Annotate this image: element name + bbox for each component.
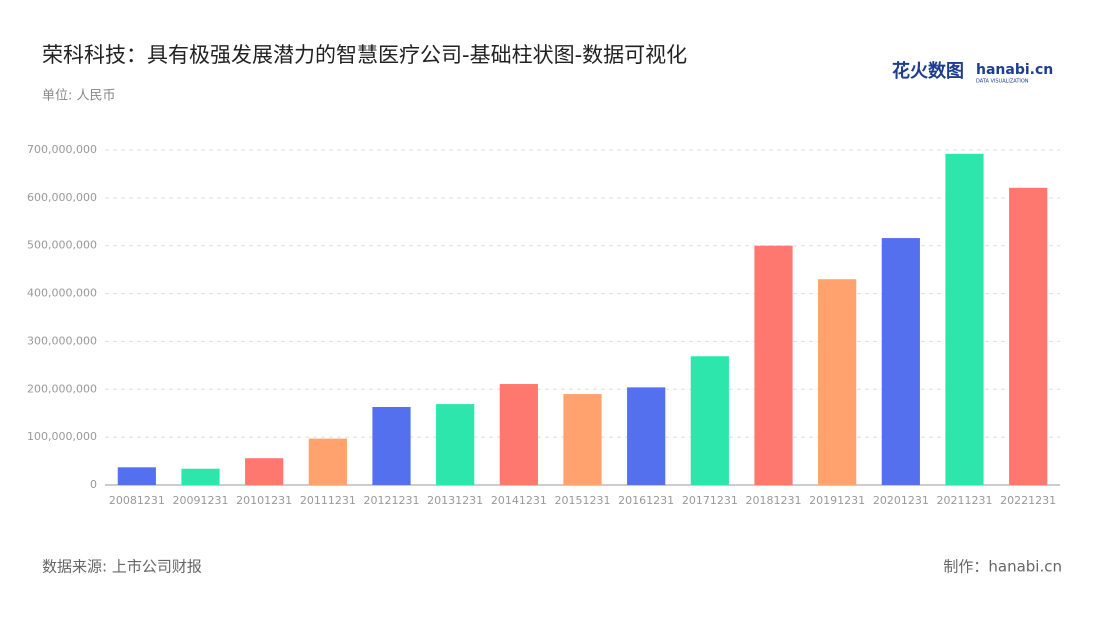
y-tick-label: 500,000,000 [27, 239, 97, 252]
chart-title: 荣科科技：具有极强发展潜力的智慧医疗公司-基础柱状图-数据可视化 [42, 43, 687, 67]
logo-text: 花火数图 [892, 60, 964, 82]
bar [754, 245, 793, 485]
x-tick-label: 20181231 [746, 494, 802, 507]
x-tick-label: 20121231 [364, 494, 420, 507]
bar [1009, 187, 1048, 486]
bar [372, 406, 411, 485]
x-tick-label: 20151231 [555, 494, 611, 507]
y-tick-label: 200,000,000 [27, 382, 97, 395]
x-tick-label: 20111231 [300, 494, 356, 507]
bar [563, 394, 602, 485]
y-tick-label: 700,000,000 [27, 143, 97, 156]
x-tick-label: 20131231 [427, 494, 483, 507]
source: 数据来源: 上市公司财报 [42, 558, 202, 576]
x-tick-label: 20081231 [109, 494, 165, 507]
unit-label: 单位: 人民币 [42, 89, 116, 104]
bar [499, 384, 538, 485]
bar [945, 153, 984, 486]
y-tick-label: 400,000,000 [27, 287, 97, 300]
bar [818, 279, 857, 485]
x-tick-label: 20141231 [491, 494, 547, 507]
bar [881, 238, 920, 485]
logo-brand: hanabi.cn [976, 62, 1053, 78]
x-tick-label: 20221231 [1000, 494, 1056, 507]
x-tick-label: 20161231 [618, 494, 674, 507]
y-tick-label: 100,000,000 [27, 430, 97, 443]
bar [690, 356, 729, 485]
x-tick-label: 20101231 [236, 494, 292, 507]
bar [117, 467, 156, 485]
logo-tagline: DATA VISUALIZATION [976, 79, 1029, 85]
x-tick-label: 20201231 [873, 494, 929, 507]
credit: 制作：hanabi.cn [943, 558, 1062, 576]
bar [308, 438, 347, 485]
y-tick-label: 0 [90, 478, 97, 491]
x-tick-label: 20091231 [173, 494, 229, 507]
x-tick-label: 20191231 [809, 494, 865, 507]
bar [181, 468, 220, 485]
y-tick-label: 300,000,000 [27, 334, 97, 347]
bar [627, 387, 666, 485]
bar [245, 458, 284, 485]
x-tick-label: 20171231 [682, 494, 738, 507]
bar [436, 404, 475, 485]
x-tick-label: 20211231 [937, 494, 993, 507]
y-tick-label: 600,000,000 [27, 191, 97, 204]
